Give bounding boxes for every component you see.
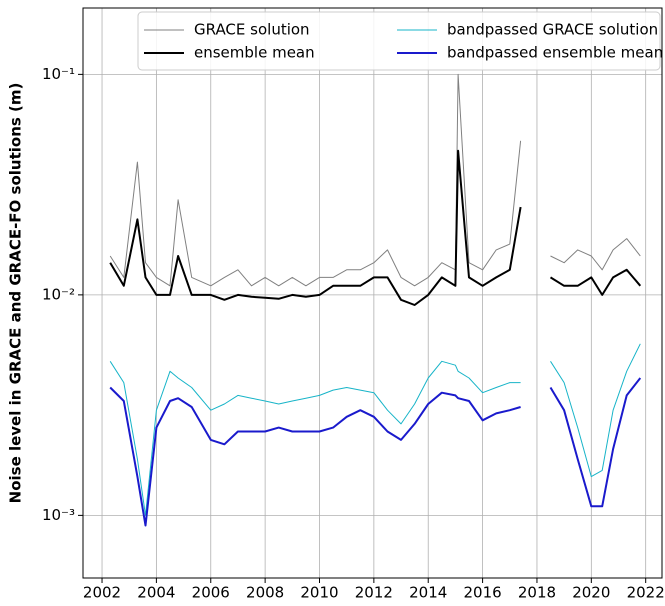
series-line (109, 73, 641, 287)
series-line (109, 343, 641, 516)
y-tick-label: 10⁻³ (42, 506, 75, 524)
x-tick-label: 2012 (355, 584, 393, 602)
x-tick-label: 2006 (192, 584, 230, 602)
x-tick-label: 2002 (83, 584, 121, 602)
series-line (109, 377, 642, 527)
x-tick-label: 2018 (518, 584, 556, 602)
legend-label: bandpassed GRACE solution (447, 21, 658, 39)
legend-label: GRACE solution (194, 21, 310, 39)
y-axis-label: Noise level in GRACE and GRACE-FO soluti… (7, 83, 25, 504)
x-tick-label: 2016 (463, 584, 501, 602)
x-tick-label: 2008 (246, 584, 284, 602)
series-line (109, 149, 642, 306)
x-tick-label: 2004 (137, 584, 175, 602)
plot-frame (82, 7, 663, 579)
x-tick-label: 2010 (300, 584, 338, 602)
y-tick-label: 10⁻² (42, 285, 75, 303)
legend-box (137, 11, 661, 71)
x-tick-label: 2020 (572, 584, 610, 602)
x-tick-label: 2014 (409, 584, 447, 602)
legend-label: bandpassed ensemble mean (447, 44, 663, 62)
legend: GRACE solution ensemble mean bandpassed GR… (137, 11, 663, 71)
x-tick-label: 2022 (627, 584, 665, 602)
y-tick-label: 10⁻¹ (42, 65, 75, 83)
legend-label: ensemble mean (194, 44, 315, 62)
